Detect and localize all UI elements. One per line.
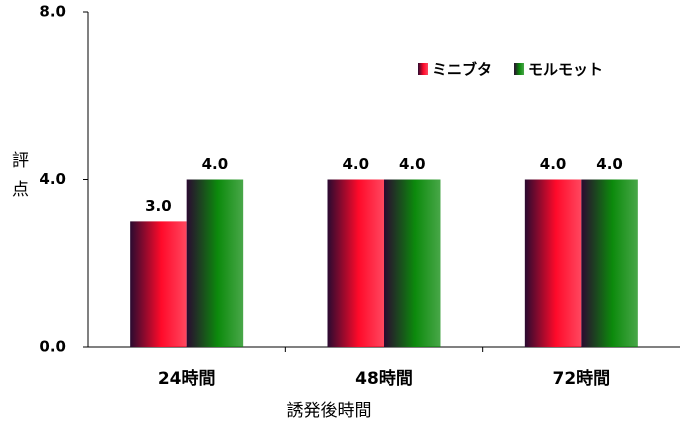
value-label: 4.0	[342, 155, 369, 173]
legend-label: ミニブタ	[432, 61, 492, 79]
bar	[130, 221, 187, 347]
bar	[186, 179, 244, 347]
y-axis-title: 評点	[8, 151, 29, 209]
value-label: 4.0	[399, 155, 426, 173]
x-tick-label: 72時間	[552, 368, 610, 389]
x-tick-label: 48時間	[355, 368, 413, 389]
x-axis-title: 誘発後時間	[287, 401, 372, 421]
value-label: 4.0	[202, 155, 229, 173]
bar	[384, 179, 441, 347]
y-tick-label: 8.0	[39, 3, 66, 21]
value-label: 4.0	[540, 155, 567, 173]
y-tick-label: 0.0	[39, 338, 66, 356]
bar	[581, 179, 638, 347]
y-tick-label: 4.0	[39, 170, 66, 188]
bar	[327, 179, 384, 347]
value-label: 4.0	[596, 155, 623, 173]
x-tick-label: 24時間	[158, 368, 216, 389]
legend-swatch	[514, 63, 525, 75]
bar	[524, 179, 582, 347]
legend-label: モルモット	[528, 61, 603, 79]
value-label: 3.0	[145, 197, 172, 215]
legend-swatch	[418, 63, 428, 75]
